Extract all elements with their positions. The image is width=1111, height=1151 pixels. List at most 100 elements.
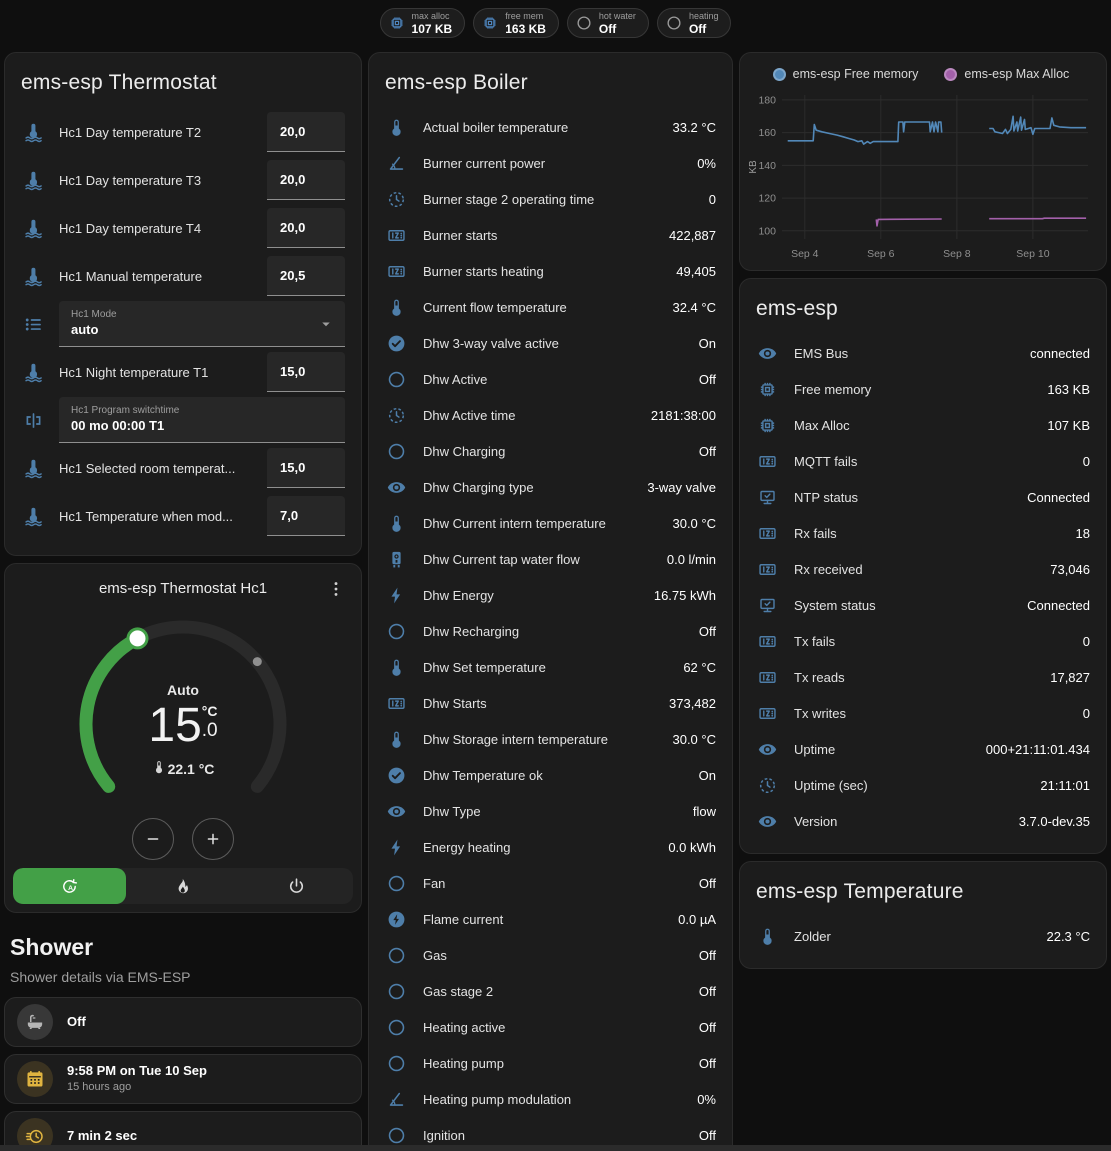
- entity-value: 107 KB: [1047, 417, 1090, 433]
- emsesp-card: ems-esp EMS Bus connected Free memory 163 K…: [739, 278, 1107, 854]
- badge-hot-water[interactable]: hot water Off: [566, 8, 649, 38]
- mode-off-button[interactable]: [240, 868, 353, 904]
- entity-row[interactable]: NTP status Connected: [756, 479, 1090, 515]
- badge-value: Off: [598, 21, 617, 36]
- counter-icon: [385, 692, 407, 714]
- entity-row[interactable]: System status Connected: [756, 587, 1090, 623]
- entity-value: 0.0 l/min: [666, 551, 716, 567]
- entity-row[interactable]: Burner starts heating 49,405: [385, 253, 716, 289]
- entity-value: 000+21:11:01.434: [985, 741, 1090, 757]
- number-input[interactable]: 15,0: [267, 352, 345, 392]
- auto-icon: A: [60, 877, 79, 896]
- entity-label: Version: [794, 813, 838, 829]
- entity-row[interactable]: EMS Bus connected: [756, 335, 1090, 371]
- entity-row[interactable]: Current flow temperature 32.4 °C: [385, 289, 716, 325]
- entity-row[interactable]: Uptime (sec) 21:11:01: [756, 767, 1090, 803]
- number-input[interactable]: 7,0: [267, 496, 345, 536]
- entity-row[interactable]: Burner starts 422,887: [385, 217, 716, 253]
- entity-row[interactable]: Dhw Current intern temperature 30.0 °C: [385, 505, 716, 541]
- entity-label: Free memory: [794, 381, 872, 397]
- entity-row[interactable]: Burner stage 2 operating time 0: [385, 181, 716, 217]
- counter-icon: [385, 224, 407, 246]
- entity-row[interactable]: Dhw Set temperature 62 °C: [385, 649, 716, 685]
- circle-icon: [385, 368, 407, 390]
- entity-row[interactable]: Dhw Active Off: [385, 361, 716, 397]
- badge-label: heating: [688, 10, 719, 21]
- number-input[interactable]: 15,0: [267, 448, 345, 488]
- entity-row[interactable]: Ignition Off: [385, 1117, 716, 1151]
- entity-row[interactable]: Uptime 000+21:11:01.434: [756, 731, 1090, 767]
- entity-row[interactable]: Dhw Charging Off: [385, 433, 716, 469]
- counter-icon: [756, 702, 778, 724]
- entity-row[interactable]: Dhw 3-way valve active On: [385, 325, 716, 361]
- entity-row[interactable]: Version 3.7.0-dev.35: [756, 803, 1090, 839]
- memory-history-chart-card: ems-esp Free memory ems-esp Max Alloc 100…: [739, 52, 1107, 271]
- number-input[interactable]: 20,0: [267, 160, 345, 200]
- entity-row[interactable]: Dhw Current tap water flow 0.0 l/min: [385, 541, 716, 577]
- entity-row[interactable]: Dhw Active time 2181:38:00: [385, 397, 716, 433]
- entity-row[interactable]: Rx received 73,046: [756, 551, 1090, 587]
- number-input[interactable]: 20,0: [267, 208, 345, 248]
- list-icon: [21, 312, 45, 336]
- number-input[interactable]: 20,0: [267, 112, 345, 152]
- entity-row[interactable]: Dhw Storage intern temperature 30.0 °C: [385, 721, 716, 757]
- entity-row[interactable]: Dhw Type flow: [385, 793, 716, 829]
- entity-row[interactable]: Tx reads 17,827: [756, 659, 1090, 695]
- entity-row[interactable]: Rx fails 18: [756, 515, 1090, 551]
- shower-state-card[interactable]: Off: [4, 997, 362, 1047]
- memory-icon: [387, 13, 407, 33]
- select-field[interactable]: Hc1 Mode auto: [59, 301, 345, 347]
- badge-label: hot water: [598, 10, 636, 21]
- increase-temperature-button[interactable]: [192, 818, 234, 860]
- entity-row[interactable]: Flame current 0.0 µA: [385, 901, 716, 937]
- entity-row[interactable]: Dhw Starts 373,482: [385, 685, 716, 721]
- entity-row[interactable]: Heating pump Off: [385, 1045, 716, 1081]
- memory-history-chart[interactable]: 100 120 140 160 180 Sep 4 Sep 6 Sep 8 Sep 10 KB: [746, 87, 1094, 269]
- entity-row[interactable]: MQTT fails 0: [756, 443, 1090, 479]
- legend-item[interactable]: ems-esp Max Alloc: [944, 67, 1069, 81]
- badge-heating[interactable]: heating Off: [656, 8, 732, 38]
- svg-text:Sep 4: Sep 4: [791, 248, 819, 260]
- entity-row[interactable]: Actual boiler temperature 33.2 °C: [385, 109, 716, 145]
- entity-row[interactable]: Gas Off: [385, 937, 716, 973]
- counter-icon: [756, 450, 778, 472]
- number-input[interactable]: 20,5: [267, 256, 345, 296]
- entity-row[interactable]: Dhw Recharging Off: [385, 613, 716, 649]
- eye-icon: [756, 738, 778, 760]
- badge-value: 107 KB: [411, 21, 453, 36]
- shower-duration-card[interactable]: 7 min 2 sec: [4, 1111, 362, 1151]
- entity-row[interactable]: Heating active Off: [385, 1009, 716, 1045]
- entity-row[interactable]: Burner current power 0%: [385, 145, 716, 181]
- entity-row[interactable]: Dhw Energy 16.75 kWh: [385, 577, 716, 613]
- entity-row[interactable]: Tx fails 0: [756, 623, 1090, 659]
- text-field[interactable]: Hc1 Program switchtime 00 mo 00:00 T1: [59, 397, 345, 443]
- entity-value: 17,827: [1050, 669, 1090, 685]
- badge-max-alloc[interactable]: max alloc 107 KB: [379, 8, 466, 38]
- entity-row[interactable]: Dhw Charging type 3-way valve: [385, 469, 716, 505]
- entity-row[interactable]: Dhw Temperature ok On: [385, 757, 716, 793]
- decrease-temperature-button[interactable]: [132, 818, 174, 860]
- entity-label: Hc1 Selected room temperat...: [59, 460, 236, 476]
- entity-row[interactable]: Heating pump modulation 0%: [385, 1081, 716, 1117]
- mode-heat-button[interactable]: [126, 868, 239, 904]
- svg-text:180: 180: [758, 94, 776, 106]
- mode-auto-button[interactable]: A: [13, 868, 127, 904]
- entity-row[interactable]: Zolder 22.3 °C: [756, 918, 1090, 954]
- badge-label: max alloc: [411, 10, 450, 21]
- shower-last-time-card[interactable]: 9:58 PM on Tue 10 Sep 15 hours ago: [4, 1054, 362, 1104]
- more-options-button[interactable]: [323, 577, 349, 603]
- thermostat-dial[interactable]: Auto 15 °C .0 22.1 °C: [57, 604, 309, 860]
- entity-row[interactable]: Energy heating 0.0 kWh: [385, 829, 716, 865]
- legend-label: ems-esp Free memory: [792, 67, 919, 81]
- thermostat-card: ems-esp Thermostat Hc1 Day temperature T…: [4, 52, 362, 556]
- entity-row[interactable]: Max Alloc 107 KB: [756, 407, 1090, 443]
- entity-row[interactable]: Fan Off: [385, 865, 716, 901]
- badge-free-mem[interactable]: free mem 163 KB: [473, 8, 559, 38]
- legend-item[interactable]: ems-esp Free memory: [772, 67, 919, 81]
- entity-row[interactable]: Tx writes 0: [756, 695, 1090, 731]
- entity-row[interactable]: Gas stage 2 Off: [385, 973, 716, 1009]
- entity-row[interactable]: Free memory 163 KB: [756, 371, 1090, 407]
- entity-value: Off: [67, 1013, 86, 1029]
- dashboard-grid: ems-esp Thermostat Hc1 Day temperature T…: [0, 46, 1111, 1151]
- dial-knob[interactable]: [129, 630, 146, 647]
